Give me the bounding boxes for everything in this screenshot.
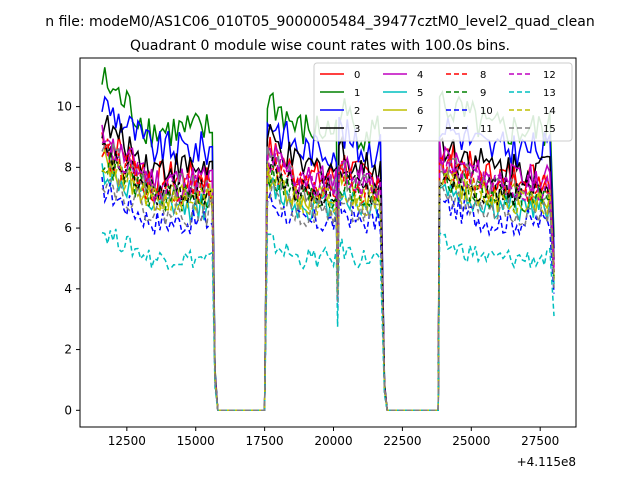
series-line-14: [101, 160, 555, 412]
x-tick-label: 22500: [383, 434, 421, 448]
x-tick-label: 17500: [246, 434, 284, 448]
y-tick-label: 0: [64, 403, 72, 417]
x-tick-label: 27500: [521, 434, 559, 448]
plot-frame: [79, 57, 577, 428]
legend-label-0: 0: [354, 70, 360, 81]
y-tick-label: 8: [64, 160, 72, 174]
series-line-10: [101, 176, 555, 412]
series-line-13: [101, 228, 555, 412]
legend-label-5: 5: [417, 88, 423, 99]
y-tick-label: 2: [64, 343, 72, 357]
series-line-3: [101, 115, 555, 412]
y-tick-label: 6: [64, 221, 72, 235]
x-axis-offset-label: +4.115e8: [517, 455, 576, 469]
y-axis: 0 2 4 6 8 10: [57, 100, 80, 417]
chart-suptitle: n file: modeM0/AS1C06_010T05_9000005484_…: [45, 14, 594, 30]
legend-label-2: 2: [354, 106, 360, 117]
legend-label-1: 1: [354, 88, 360, 99]
legend-label-4: 4: [417, 70, 423, 81]
legend-label-13: 13: [543, 88, 556, 99]
legend-label-14: 14: [543, 106, 556, 117]
legend-label-12: 12: [543, 70, 556, 81]
legend-label-3: 3: [354, 124, 360, 135]
legend-label-6: 6: [417, 106, 423, 117]
series-line-8: [101, 138, 555, 412]
legend-label-7: 7: [417, 124, 423, 135]
y-tick-label: 4: [64, 282, 72, 296]
series-line-12: [102, 138, 555, 412]
x-tick-label: 12500: [108, 434, 146, 448]
legend-label-10: 10: [480, 106, 493, 117]
series-layer: [101, 67, 555, 412]
series-line-15: [101, 177, 555, 412]
legend-label-8: 8: [480, 70, 486, 81]
legend-label-15: 15: [543, 124, 556, 135]
series-line-11: [101, 142, 555, 412]
x-axis: 12500 15000 17500 20000 22500 25000 27500: [108, 427, 559, 448]
x-tick-label: 20000: [314, 434, 352, 448]
legend-box: [313, 62, 573, 142]
series-line-2: [101, 95, 555, 412]
chart-title: Quadrant 0 module wise count rates with …: [130, 38, 510, 54]
y-tick-label: 10: [57, 100, 72, 114]
legend-label-9: 9: [480, 88, 486, 99]
x-tick-label: 25000: [452, 434, 490, 448]
x-tick-label: 15000: [177, 434, 215, 448]
legend-label-11: 11: [480, 124, 493, 135]
